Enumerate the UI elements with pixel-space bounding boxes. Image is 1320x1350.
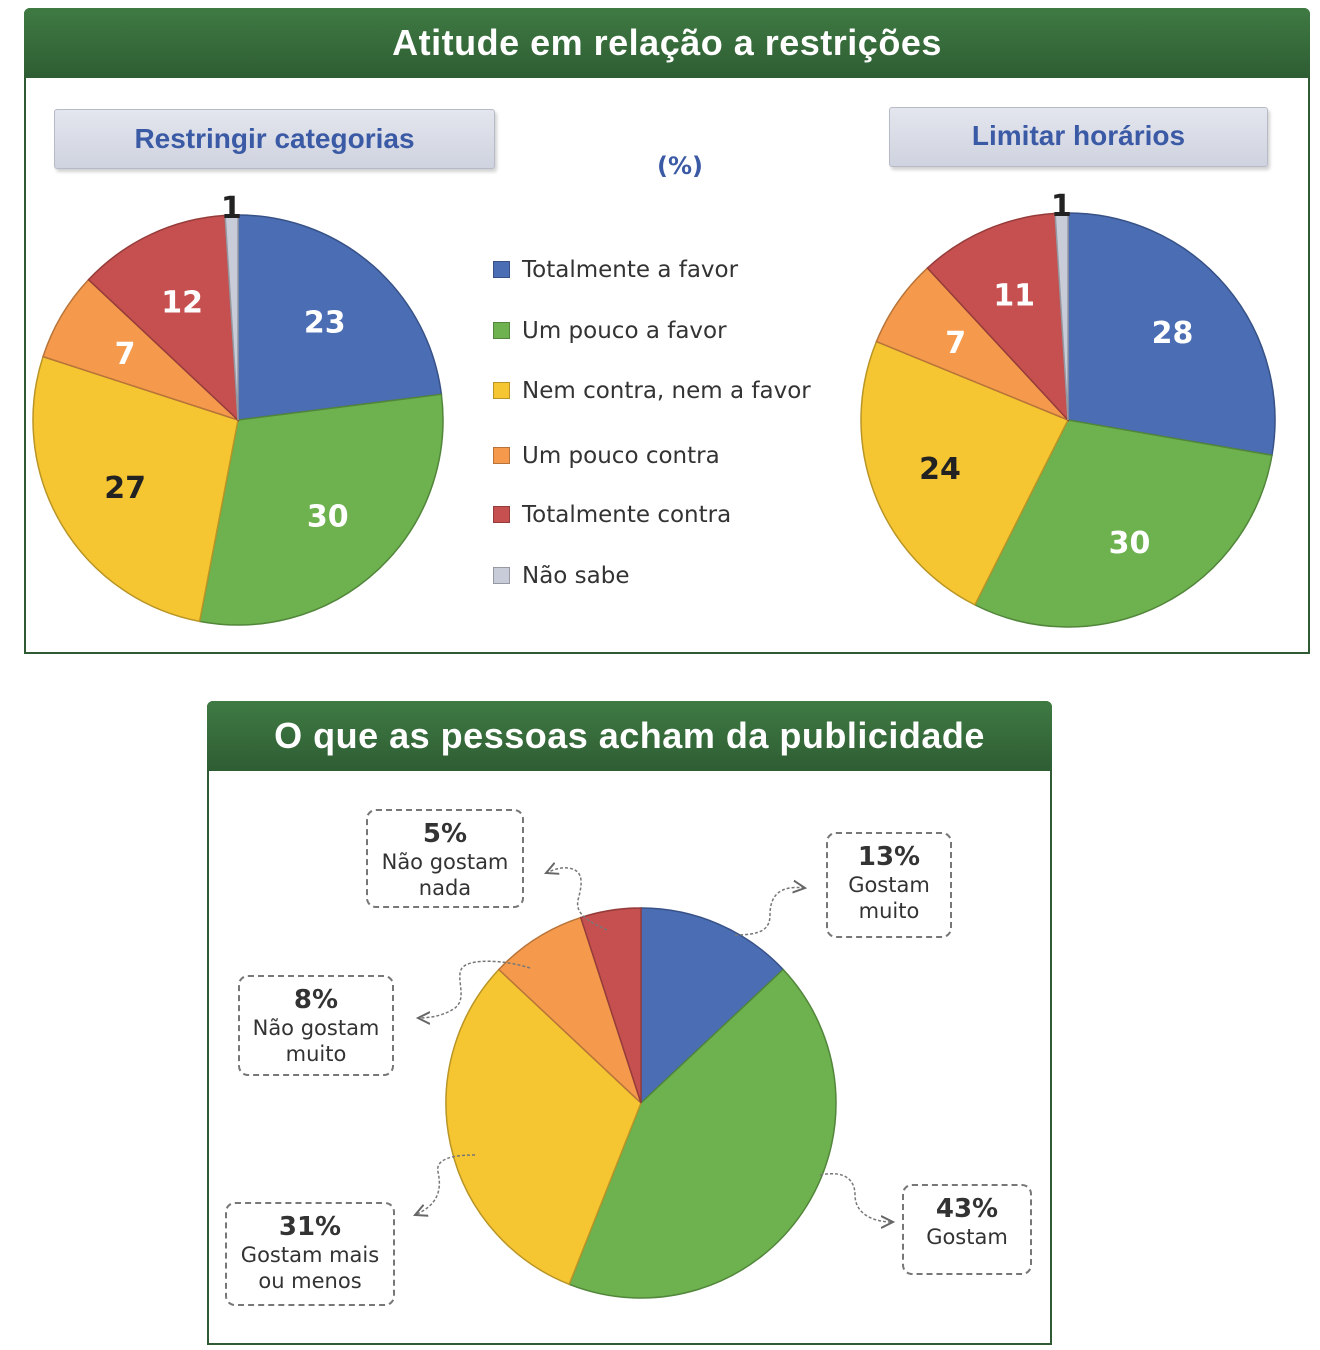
pie-slice	[1067, 212, 1276, 457]
pie-slice	[860, 340, 1070, 606]
legend-swatch	[493, 567, 510, 584]
callout-text: Gostam	[926, 1225, 1008, 1249]
callout-percent: 31%	[278, 1212, 342, 1242]
legend-label: Um pouco a favor	[522, 318, 727, 344]
legend-label: Totalmente a favor	[522, 257, 739, 283]
callout-gostam-muito: 13% Gostam muito	[826, 832, 952, 938]
callout-text: Gostam muito	[848, 873, 930, 923]
legend-label: Um pouco contra	[522, 443, 720, 469]
pie-slice	[497, 916, 642, 1104]
unit-label: (%)	[657, 152, 703, 180]
callout-percent: 43%	[935, 1194, 999, 1224]
pie-publicidade	[445, 907, 837, 1299]
connector-nao-gostam-muito	[418, 960, 531, 1018]
connector-nao-gostam-nada	[546, 868, 608, 931]
pie-restringir-categorias: 23 30 27 7 12 1	[32, 191, 444, 626]
pie-value-label: 28	[1152, 316, 1194, 351]
pie-slice	[579, 907, 642, 1104]
legend-swatch	[493, 261, 510, 278]
pie-slice	[198, 393, 444, 626]
pie-value-label: 27	[104, 471, 146, 506]
pie-value-label: 12	[161, 285, 203, 320]
pie-slice	[224, 214, 239, 421]
pie-slice	[237, 214, 443, 421]
connector-gostam-mais-ou-menos	[415, 1154, 476, 1215]
pie-value-label: 23	[304, 306, 346, 341]
pie-value-label: 7	[115, 337, 136, 372]
pie-value-label: 7	[945, 326, 966, 361]
callout-gostam-mais-ou-menos: 31% Gostam mais ou menos	[225, 1202, 395, 1306]
callout-text: Gostam mais ou menos	[240, 1243, 380, 1293]
pie-slice	[640, 907, 785, 1105]
restrictions-title: Atitude em relação a restrições	[24, 8, 1310, 78]
callout-percent: 8%	[293, 985, 339, 1015]
legend-label: Nem contra, nem a favor	[522, 378, 811, 404]
left-chart-subtitle: Restringir categorias	[54, 109, 495, 169]
advertising-title: O que as pessoas acham da publicidade	[207, 701, 1052, 771]
callout-gostam: 43% Gostam	[902, 1184, 1032, 1275]
pie-slice	[926, 212, 1069, 423]
pie-value-label: 24	[919, 452, 961, 487]
callout-nao-gostam-muito: 8% Não gostam muito	[238, 975, 394, 1076]
pie-value-label: 11	[993, 278, 1035, 313]
pie-slice	[568, 968, 837, 1299]
callout-percent: 13%	[857, 842, 921, 872]
legend-label: Totalmente contra	[522, 502, 732, 528]
pie-slice	[973, 419, 1273, 628]
callout-percent: 5%	[422, 819, 468, 849]
connector-gostam	[819, 1173, 893, 1222]
right-chart-subtitle: Limitar horários	[889, 107, 1268, 167]
pie-value-label: 1	[1051, 189, 1072, 224]
pie-slice	[445, 968, 642, 1286]
pie-value-label: 30	[307, 500, 349, 535]
pie-slice	[32, 355, 239, 623]
legend-swatch	[493, 322, 510, 339]
legend-swatch	[493, 506, 510, 523]
callout-connectors	[415, 868, 893, 1222]
legend-swatch	[493, 382, 510, 399]
legend-label: Não sabe	[522, 563, 630, 589]
callout-text: Não gostam muito	[252, 1016, 380, 1066]
pie-slice	[87, 214, 239, 422]
pie-value-label: 1	[221, 191, 242, 226]
pie-value-label: 30	[1109, 526, 1151, 561]
callout-text: Não gostam nada	[381, 850, 509, 900]
callout-nao-gostam-nada: 5% Não gostam nada	[366, 809, 524, 908]
connector-gostam-muito	[734, 887, 805, 936]
pie-slice	[1054, 212, 1069, 421]
legend-swatch	[493, 447, 510, 464]
